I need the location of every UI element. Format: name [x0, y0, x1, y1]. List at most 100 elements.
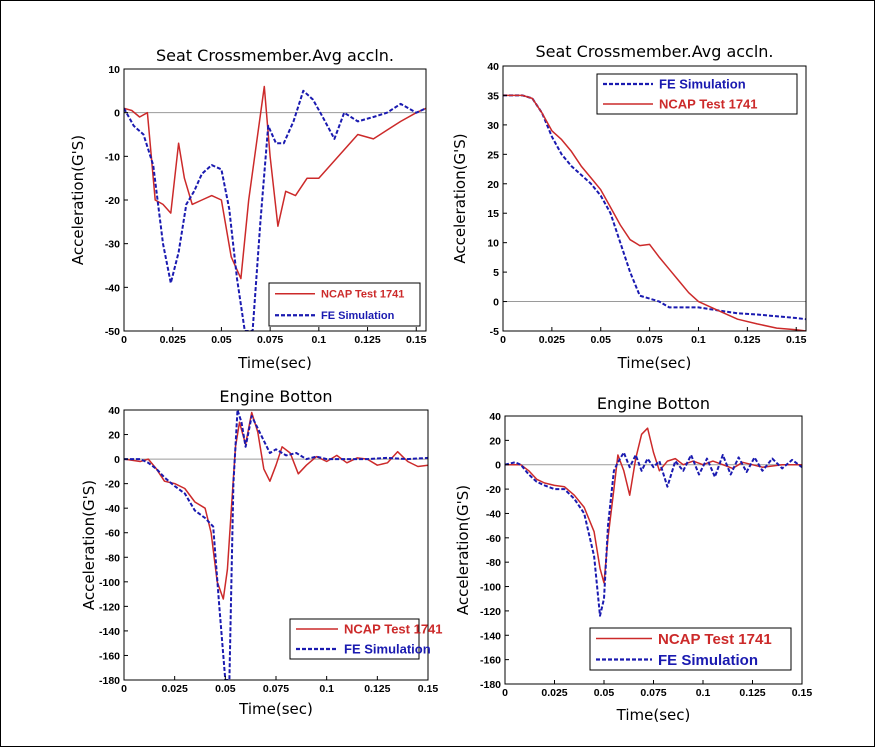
x-tick-label: 0.125 [364, 683, 390, 695]
y-tick-label: -40 [105, 503, 120, 515]
series-line-fe-simulation [124, 410, 428, 680]
x-axis-label: Time(sec) [238, 700, 313, 718]
x-tick-label: 0.025 [160, 334, 186, 346]
chart-title: Seat Crossmember.Avg accln. [156, 46, 394, 65]
x-tick-label: 0.125 [354, 334, 380, 346]
x-axis-label: Time(sec) [237, 354, 312, 372]
y-tick-label: -20 [486, 484, 501, 496]
series-line-ncap-test [505, 427, 802, 584]
y-tick-label: 40 [108, 405, 120, 417]
x-tick-label: 0.025 [539, 334, 565, 346]
y-tick-label: 0 [495, 460, 501, 472]
y-tick-label: 30 [487, 120, 499, 132]
y-tick-label: -30 [105, 239, 120, 251]
y-tick-label: -180 [480, 679, 501, 691]
chart-title: Engine Botton [219, 387, 332, 406]
chart-4: -180 -160 -140 -120 -100 -80 -60 -40 -20 0 20 40 0 0.… [454, 394, 812, 724]
y-tick-label: -40 [105, 282, 120, 294]
y-tick-label: 40 [487, 61, 499, 73]
x-tick-label: 0.075 [257, 334, 283, 346]
x-axis-label: Time(sec) [616, 706, 691, 724]
y-tick-label: -100 [99, 577, 120, 589]
legend-label: NCAP Test 1741 [321, 289, 404, 301]
y-axis-label: Acceleration(G'S) [80, 480, 98, 610]
plot-area [502, 65, 807, 332]
x-tick-label: 0.125 [739, 687, 765, 699]
x-tick-label: 0.15 [406, 334, 427, 346]
x-tick-label: 0.025 [541, 687, 567, 699]
x-tick-label: 0.1 [319, 683, 334, 695]
legend-box [589, 627, 792, 671]
y-tick-label: 0 [114, 454, 120, 466]
x-tick-label: 0.125 [734, 334, 760, 346]
y-tick-label: -160 [480, 655, 501, 667]
x-tick-label: 0.15 [792, 687, 813, 699]
legend-label: FE Simulation [344, 642, 431, 657]
y-axis-label: Acceleration(G'S) [69, 135, 87, 265]
chart-1: -50 -40 -30 -20 -10 0 10 0 0.025 0.05 0.075 0.1 0.12… [69, 46, 427, 372]
y-tick-label: 35 [487, 90, 499, 102]
x-axis-label: Time(sec) [617, 354, 692, 372]
y-tick-label: -140 [480, 630, 501, 642]
x-tick-label: 0.05 [591, 334, 612, 346]
x-tick-label: 0.1 [691, 334, 706, 346]
y-tick-label: 0 [114, 108, 120, 120]
y-tick-label: -60 [105, 528, 120, 540]
y-tick-label: -80 [486, 557, 501, 569]
y-tick-label: -140 [99, 626, 120, 638]
legend-label: FE Simulation [321, 310, 395, 322]
y-tick-label: -120 [480, 606, 501, 618]
y-axis-label: Acceleration(G'S) [451, 133, 469, 263]
x-tick-label: 0.15 [786, 334, 807, 346]
legend-label: NCAP Test 1741 [659, 97, 758, 112]
legend: NCAP Test 1741 FE Simulation [268, 282, 421, 327]
x-tick-label: 0.1 [696, 687, 711, 699]
legend-label: NCAP Test 1741 [344, 622, 443, 637]
y-tick-label: -5 [490, 326, 499, 338]
chart-title: Engine Botton [597, 394, 710, 413]
y-tick-label: 10 [487, 238, 499, 250]
legend-label: NCAP Test 1741 [658, 631, 772, 648]
x-tick-label: 0.1 [312, 334, 327, 346]
x-tick-label: 0.075 [263, 683, 289, 695]
y-tick-label: -60 [486, 533, 501, 545]
y-tick-label: -20 [105, 195, 120, 207]
y-tick-label: 20 [108, 430, 120, 442]
x-tick-label: 0 [121, 334, 127, 346]
y-tick-label: 5 [493, 267, 499, 279]
y-tick-label: 20 [489, 435, 501, 447]
y-tick-label: 25 [487, 149, 499, 161]
legend: NCAP Test 1741 FE Simulation [589, 627, 792, 671]
series-line-fe-simulation [505, 451, 802, 617]
y-tick-label: -50 [105, 326, 120, 338]
y-tick-label: -40 [486, 508, 501, 520]
series-line-ncap-test [503, 94, 806, 331]
y-tick-label: 40 [489, 411, 501, 423]
y-tick-label: 10 [108, 64, 120, 76]
legend-box [268, 282, 421, 327]
x-tick-label: 0.075 [636, 334, 662, 346]
legend-box [596, 73, 798, 115]
x-tick-label: 0.15 [418, 683, 439, 695]
legend: FE Simulation NCAP Test 1741 [596, 73, 798, 115]
y-tick-label: -120 [99, 601, 120, 613]
series-line-fe-simulation [503, 94, 806, 321]
series-line-ncap-test [124, 85, 426, 280]
x-tick-label: 0.05 [215, 683, 236, 695]
x-tick-label: 0.05 [594, 687, 615, 699]
chart-title: Seat Crossmember.Avg accln. [535, 42, 773, 61]
x-tick-label: 0 [121, 683, 127, 695]
x-tick-label: 0 [500, 334, 506, 346]
series-line-fe-simulation [124, 89, 426, 331]
x-tick-label: 0.075 [640, 687, 666, 699]
y-tick-label: -20 [105, 479, 120, 491]
chart-3: -180 -160 -140 -120 -100 -80 -60 -40 -20 0 20 40 0 0.… [80, 387, 443, 718]
y-axis-label: Acceleration(G'S) [454, 485, 472, 615]
y-tick-label: -10 [105, 151, 120, 163]
x-tick-label: 0.025 [162, 683, 188, 695]
y-tick-label: 0 [493, 297, 499, 309]
y-tick-label: 15 [487, 208, 499, 220]
y-tick-label: 20 [487, 179, 499, 191]
